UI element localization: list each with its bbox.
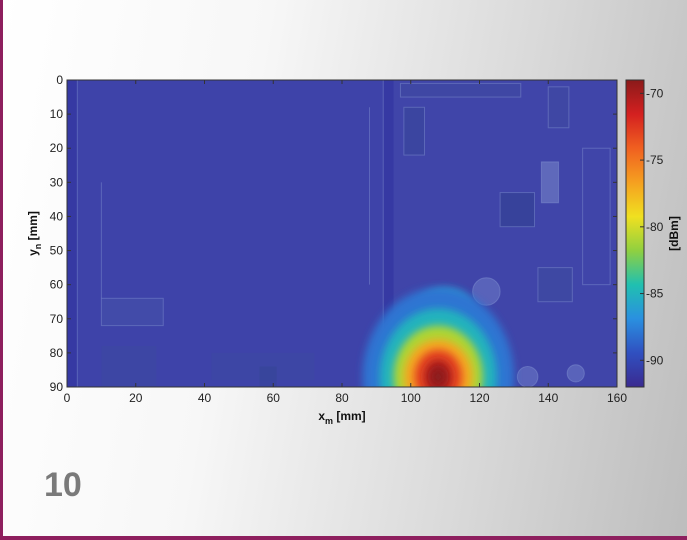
- x-tick-label: 160: [607, 391, 627, 405]
- x-tick-label: 140: [538, 391, 558, 405]
- x-axis-label: xm [mm]: [318, 409, 365, 426]
- colorbar: -70 -75 -80 -85 -90 [dBm]: [625, 79, 681, 388]
- x-tick-label: 120: [469, 391, 489, 405]
- x-tick-label: 60: [267, 391, 281, 405]
- y-tick-label: 70: [50, 312, 64, 326]
- colorbar-tick-label: -70: [646, 86, 664, 100]
- colorbar-tick-label: -75: [646, 153, 664, 167]
- x-tick-label: 40: [198, 391, 212, 405]
- axes: 0 20 40 60 80 100 120 140 160 0 10 20 30 40 50 60 70 80 90: [50, 73, 628, 405]
- y-tick-label: 30: [50, 175, 64, 189]
- colorbar-gradient: [625, 79, 645, 388]
- page-frame-bottom: [0, 536, 687, 540]
- colorbar-label: [dBm]: [667, 216, 681, 251]
- colorbar-tick-label: -90: [646, 353, 664, 367]
- y-tick-label: 90: [50, 380, 64, 394]
- hotspot-layer: [362, 288, 514, 387]
- pcb-chip: [537, 267, 573, 303]
- y-axis-label: yn [mm]: [26, 211, 43, 256]
- pcb-connector: [399, 82, 522, 98]
- pcb-component: [101, 346, 157, 387]
- page-number: 10: [44, 466, 82, 504]
- colorbar-tick-label: -85: [646, 287, 664, 301]
- y-tick-label: 20: [50, 141, 64, 155]
- pcb-component: [100, 297, 164, 327]
- pcb-component: [547, 86, 570, 129]
- x-tick-label: 20: [129, 391, 143, 405]
- y-tick-label: 0: [56, 73, 63, 87]
- colorbar-tick-label: -80: [646, 220, 664, 234]
- pcb-capacitor: [472, 277, 501, 306]
- pcb-capacitor: [566, 364, 585, 383]
- pcb-component: [403, 106, 425, 156]
- pcb-component: [540, 161, 560, 204]
- y-tick-label: 40: [50, 209, 64, 223]
- x-tick-label: 0: [64, 391, 71, 405]
- y-tick-label: 60: [50, 278, 64, 292]
- hotspot-peak: [431, 368, 446, 386]
- axis-labels: xm [mm] yn [mm]: [26, 211, 366, 426]
- pcb-connector: [582, 147, 611, 286]
- pcb-chip: [499, 192, 535, 228]
- y-tick-label: 50: [50, 244, 64, 258]
- pcb-outline: [76, 80, 384, 387]
- page-frame-left: [0, 0, 3, 540]
- plot-background: [67, 80, 617, 387]
- y-tick-label: 80: [50, 346, 64, 360]
- heatmap-field: [67, 80, 617, 387]
- x-tick-label: 100: [401, 391, 421, 405]
- x-tick-label: 80: [335, 391, 349, 405]
- y-tick-label: 10: [50, 107, 64, 121]
- pcb-capacitor: [516, 365, 539, 387]
- pcb-overlay: [76, 80, 617, 387]
- pcb-component: [211, 352, 315, 381]
- pcb-component: [259, 366, 277, 387]
